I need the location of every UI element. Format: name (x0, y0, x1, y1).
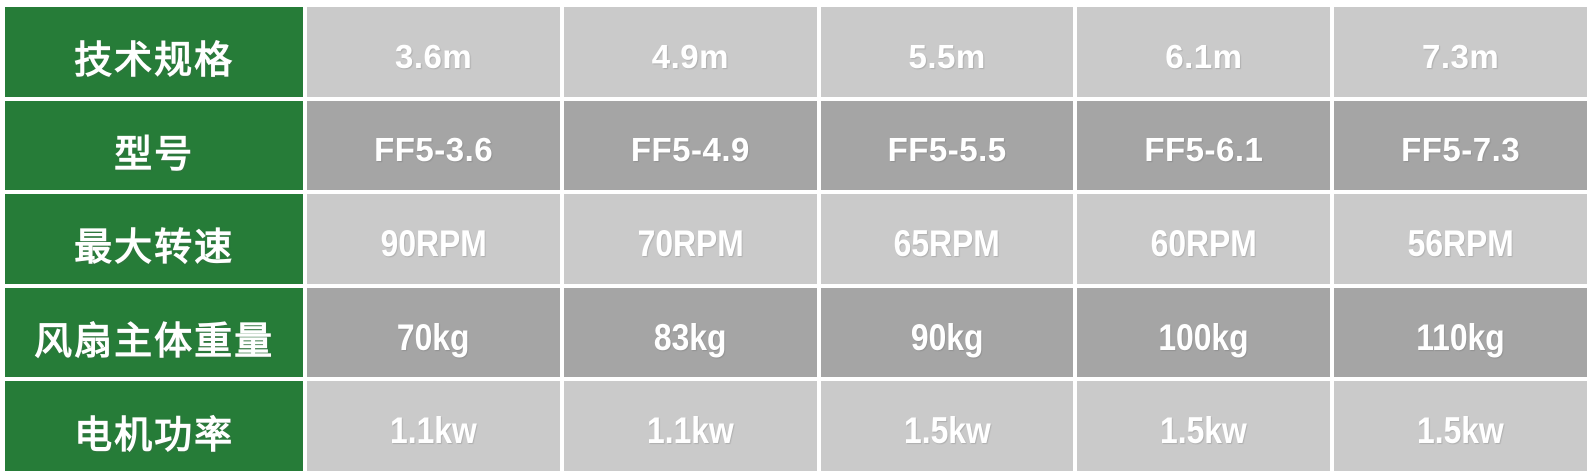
column-header-size-4: 6.1m (1077, 7, 1331, 97)
column-header-size-1: 3.6m (307, 7, 560, 97)
value-cell-weight-4: 100kg (1077, 287, 1331, 378)
column-header-size-2: 4.9m (563, 7, 817, 97)
column-header-size-3: 5.5m (820, 7, 1074, 97)
column-header-size-5: 7.3m (1334, 7, 1587, 97)
row-label-motor-power: 电机功率 (5, 381, 304, 471)
value-cell-model-2: FF5-4.9 (563, 100, 817, 191)
value-cell-power-5: 1.5kw (1334, 381, 1587, 471)
value-cell-model-3: FF5-5.5 (820, 100, 1074, 191)
value-cell-power-1: 1.1kw (307, 381, 560, 471)
value-cell-weight-2: 83kg (563, 287, 817, 378)
value-cell-weight-3: 90kg (820, 287, 1074, 378)
value-cell-speed-1: 90RPM (307, 194, 560, 284)
value-cell-speed-3: 65RPM (820, 194, 1074, 284)
value-cell-speed-2: 70RPM (563, 194, 817, 284)
table-title-cell: 技术规格 (5, 7, 304, 97)
value-cell-weight-5: 110kg (1334, 287, 1587, 378)
value-cell-weight-1: 70kg (307, 287, 560, 378)
value-cell-model-4: FF5-6.1 (1077, 100, 1331, 191)
row-label-max-speed: 最大转速 (5, 194, 304, 284)
value-cell-speed-5: 56RPM (1334, 194, 1587, 284)
value-cell-power-4: 1.5kw (1077, 381, 1331, 471)
value-cell-speed-4: 60RPM (1077, 194, 1331, 284)
row-label-fan-weight: 风扇主体重量 (5, 287, 304, 378)
value-cell-power-3: 1.5kw (820, 381, 1074, 471)
value-cell-model-1: FF5-3.6 (307, 100, 560, 191)
value-cell-model-5: FF5-7.3 (1334, 100, 1587, 191)
row-label-model: 型号 (5, 100, 304, 191)
value-cell-power-2: 1.1kw (563, 381, 817, 471)
